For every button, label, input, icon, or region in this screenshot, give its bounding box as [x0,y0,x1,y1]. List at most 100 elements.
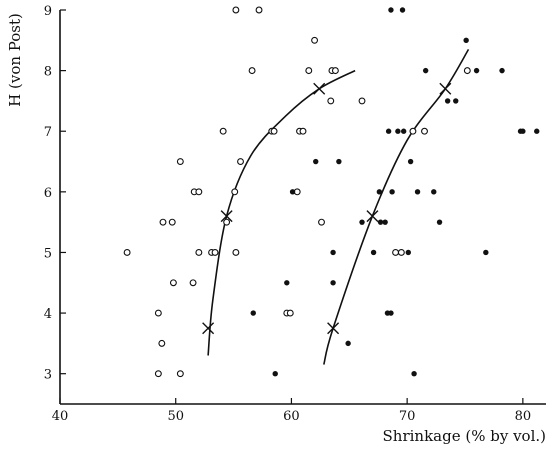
open-circle-point [195,188,203,196]
y-tick-label: 3 [44,368,52,383]
filled-circle-point [431,189,437,195]
y-tick-label: 6 [44,186,52,201]
filled-circle-point [345,340,351,347]
cross-marker [220,210,233,223]
open-circle-point [169,279,177,287]
y-tick-label: 8 [44,65,52,80]
open-circle-point [286,309,294,317]
open-circle-point [255,6,263,14]
x-tick-label: 50 [167,409,184,424]
open-circle-point [154,370,162,378]
filled-circle-point [330,249,336,256]
open-circle-point [311,36,319,44]
open-circle-point [232,6,240,14]
open-circle-point [463,67,471,75]
x-axis-label: Shrinkage (% by vol.) [383,427,546,445]
cross-stroke [327,322,340,335]
cross-marker [439,82,452,95]
open-circle-point [211,249,219,256]
filled-circle-point [359,219,365,225]
filled-circle-point [407,158,414,165]
cross-stroke [313,82,326,95]
open-circle-point [392,249,400,256]
open-circle-point [248,67,256,75]
open-circle-point [189,279,197,287]
filled-circle-point [389,189,395,195]
filled-circle-point [414,189,421,195]
filled-circle-point [336,158,342,165]
filled-circle-point [377,219,384,225]
filled-circle-point [284,280,290,286]
x-tick-label: 80 [515,409,532,424]
open-circle-point [158,339,166,347]
fit-curves [207,48,470,365]
open-circle-point [270,127,278,135]
filled-circle-point [473,67,480,74]
open-circle-point [223,218,231,226]
cross-marker [202,322,215,335]
filled-circle-point [463,37,469,44]
y-tick-label: 5 [44,246,52,261]
open-circle-point [397,249,405,256]
open-circle-point [195,249,203,256]
open-circle-point [123,249,131,256]
open-circle-point [305,67,313,75]
filled-circle-point [534,128,540,134]
cross-stroke [439,82,452,95]
filled-circle-point [422,67,429,74]
filled-circle-point [388,7,394,13]
filled-circle-point [520,128,526,134]
open-circle-point [176,370,184,378]
filled-circle-point [399,7,406,13]
filled-circle-point [499,67,505,74]
y-tick-label: 9 [44,4,52,19]
cross-stroke [202,322,215,335]
open-circle-point [219,127,227,135]
open-circle-point [232,249,240,256]
filled-circle-point [313,158,319,165]
data-points [123,6,540,378]
open-circle-point [358,97,366,105]
open-circle-point [231,188,239,196]
filled-circle-point [400,128,407,134]
ticks: 3 4 5 6 7 8 9 40 50 60 70 80 [44,4,531,424]
filled-circle-point [376,189,383,195]
filled-circle-point [405,249,411,256]
filled-circle-point [272,370,278,377]
filled-circle-point [395,128,401,134]
filled-circle-point [370,249,377,256]
filled-circle-point [330,280,336,286]
y-tick-label: 4 [44,307,52,322]
filled-circle-point [453,98,459,104]
filled-circle-point [444,98,451,104]
y-axis-label: H (von Post) [6,13,24,107]
open-circle-point [176,158,184,165]
open-circle-point [168,218,176,226]
open-circle-point [299,127,307,135]
filled-circle-point [411,370,417,377]
filled-circle-point [483,249,489,256]
open-circle-point [331,67,339,75]
axes [59,10,546,405]
filled-circle-point [385,128,392,134]
open-circle-point [327,97,335,105]
filled-circle-point [388,310,394,316]
filled-circle-point [436,219,443,225]
x-tick-label: 40 [52,409,69,424]
open-circle-point [159,218,167,226]
filled-circle-point [289,189,296,195]
open-circle-point [237,158,244,165]
cross-marker [313,82,326,95]
open-circle-point [421,127,428,135]
y-tick-label: 7 [44,125,52,140]
cross-stroke [366,210,379,223]
open-circle-point [318,218,325,226]
filled-circle-point [382,219,388,225]
open-circle-point [154,309,162,317]
x-tick-label: 60 [283,409,300,424]
cross-marker [366,210,379,223]
x-tick-label: 70 [399,409,416,424]
cross-stroke [220,210,233,223]
filled-circle-point [250,310,256,316]
